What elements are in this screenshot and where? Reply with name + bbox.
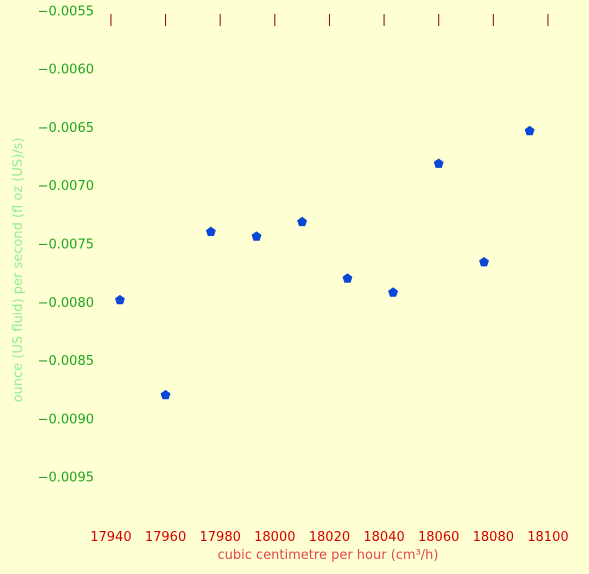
y-tick-label: −0.0090 (38, 412, 94, 427)
x-tick-label: 17960 (145, 530, 186, 545)
data-point (524, 125, 535, 136)
y-tick-label: −0.0085 (38, 354, 94, 369)
x-tick-label: 17980 (200, 530, 241, 545)
x-tick-label: 18040 (363, 530, 404, 545)
x-tick-label: 18100 (527, 530, 568, 545)
y-axis-ticks: −0.0055 −0.0060 −0.0065 −0.0070 −0.0075 −0.00… (38, 4, 94, 485)
y-tick-label: −0.0070 (38, 179, 94, 194)
x-tick-label: 17940 (90, 530, 131, 545)
y-tick-label: −0.0080 (38, 296, 94, 311)
data-point (433, 158, 444, 168)
data-point (114, 294, 125, 305)
y-tick-label: −0.0075 (38, 238, 94, 253)
x-tick-label: 18020 (309, 530, 350, 545)
data-point (251, 231, 262, 241)
data-point (205, 226, 216, 237)
x-axis-ticks: 17940 17960 17980 18000 18020 18040 18060 18080… (90, 14, 569, 545)
data-point (342, 273, 353, 283)
data-point (297, 216, 308, 227)
y-tick-label: −0.0065 (38, 121, 94, 136)
y-tick-label: −0.0095 (38, 471, 94, 486)
y-axis-label: ounce (US fluid) per second (fl oz (US)/… (11, 138, 26, 403)
x-tick-label: 18000 (254, 530, 295, 545)
data-point (388, 287, 399, 297)
y-tick-label: −0.0055 (38, 4, 94, 19)
x-axis-label: cubic centimetre per hour (cm³/h) (218, 548, 439, 563)
y-tick-label: −0.0060 (38, 63, 94, 78)
data-point (479, 256, 489, 267)
x-tick-label: 18060 (418, 530, 459, 545)
data-point (160, 389, 171, 400)
x-tick-label: 18080 (473, 530, 514, 545)
data-points (114, 125, 535, 400)
